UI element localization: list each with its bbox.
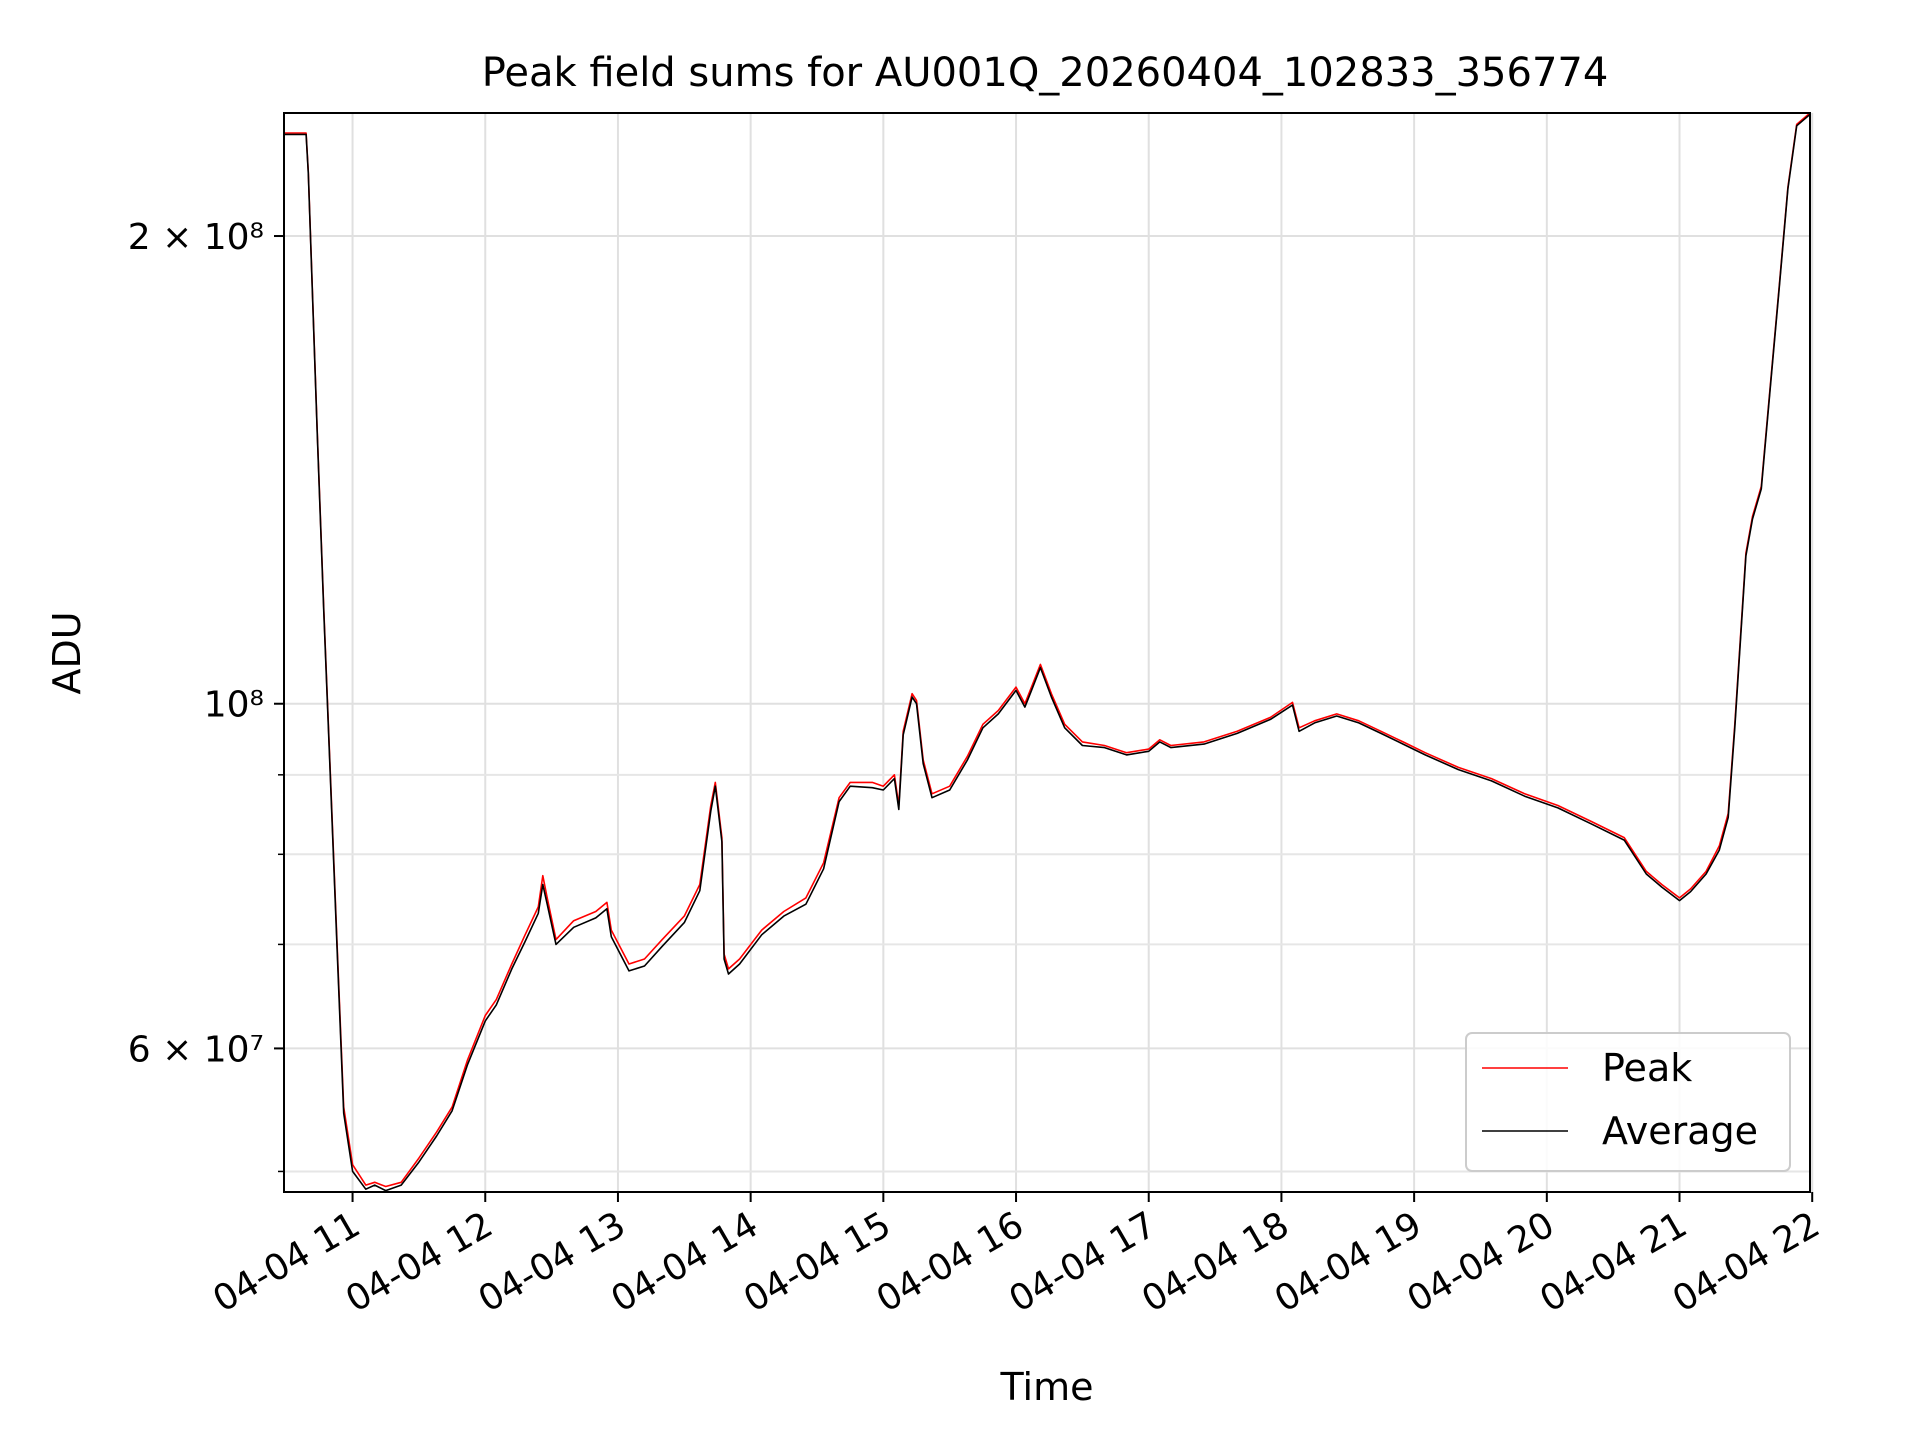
- legend-peak-label: Peak: [1602, 1046, 1692, 1090]
- legend-average-label: Average: [1602, 1109, 1758, 1153]
- legend: Peak Average: [1465, 1032, 1791, 1172]
- y-tick-label: 10⁸: [204, 685, 264, 726]
- y-tick-label: 2 × 10⁸: [128, 217, 264, 258]
- plot-frame: [283, 112, 1811, 1193]
- y-tick-label: 6 × 10⁷: [128, 1029, 264, 1070]
- y-axis-label: ADU: [45, 611, 89, 694]
- series-line-peak: [284, 112, 1811, 1188]
- y-tick-layer: 6 × 10⁷ 10⁸ 2 × 10⁸: [128, 217, 284, 1173]
- x-axis-label: Time: [1000, 1365, 1094, 1409]
- chart-title: Peak field sums for AU001Q_20260404_1028…: [482, 50, 1609, 96]
- series-line-average: [284, 113, 1811, 1192]
- series-layer: [284, 112, 1811, 1192]
